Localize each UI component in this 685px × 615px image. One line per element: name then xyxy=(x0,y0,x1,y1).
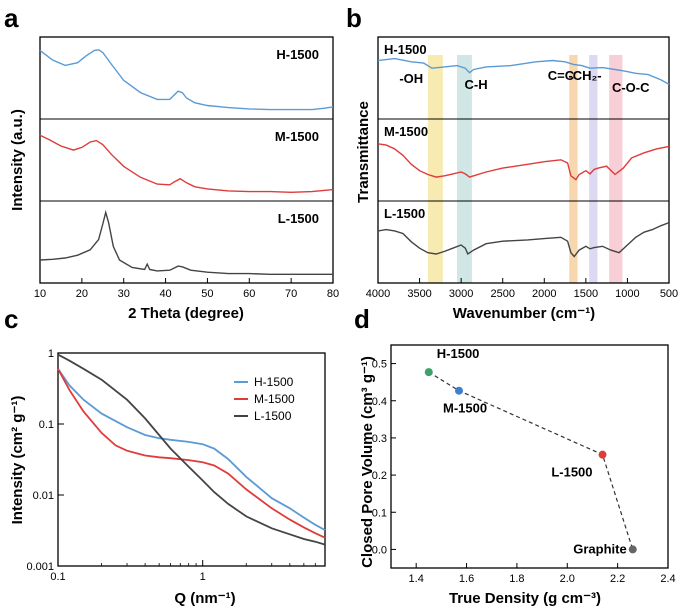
band-label: C-H xyxy=(465,77,488,92)
x-tick-label: 3500 xyxy=(407,288,431,300)
series-line-l-1500 xyxy=(57,353,326,546)
series-line-m-1500 xyxy=(377,143,670,181)
panel-c-frame xyxy=(57,352,326,567)
band-highlight xyxy=(569,55,578,283)
panel-d-density: Closed Pore Volume (cm³ g⁻¹) True Densit… xyxy=(359,344,676,607)
series-line-h-1500 xyxy=(377,57,670,85)
series-line-m-1500 xyxy=(39,134,334,194)
x-tick-label: 1 xyxy=(200,571,206,583)
series-line-h-1500 xyxy=(57,368,326,531)
y-tick-label: 0.1 xyxy=(372,507,387,519)
point-label-graphite: Graphite xyxy=(573,541,626,556)
x-tick-label: 2.4 xyxy=(660,573,675,585)
band-highlight xyxy=(456,55,472,283)
panel-b-ylabel: Transmittance xyxy=(355,101,372,203)
panel-label-b: b xyxy=(346,3,362,33)
panel-c-saxs: Intensity (cm² g⁻¹) Q (nm⁻¹) 0.1 10.0010.… xyxy=(9,348,326,607)
x-tick-label: 1.4 xyxy=(409,573,424,585)
x-tick-label: 40 xyxy=(159,288,171,300)
x-tick-label: 70 xyxy=(285,288,297,300)
x-tick-label: 60 xyxy=(243,288,255,300)
series-label-l-1500: L-1500 xyxy=(278,211,319,226)
y-tick-label: 0.1 xyxy=(39,419,54,431)
x-tick-label: 2.2 xyxy=(610,573,625,585)
data-point-graphite xyxy=(628,545,637,554)
x-tick-label: 20 xyxy=(76,288,88,300)
legend-entry: H-1500 xyxy=(254,375,294,389)
data-point-m-1500 xyxy=(454,386,463,395)
x-tick-label: 4000 xyxy=(366,288,390,300)
panel-a-xlabel: 2 Theta (degree) xyxy=(128,305,244,322)
legend-entry: M-1500 xyxy=(254,392,295,406)
y-tick-label: 0.0 xyxy=(372,544,387,556)
panel-d-xlabel: True Density (g cm⁻³) xyxy=(449,590,601,607)
panel-c-xlabel: Q (nm⁻¹) xyxy=(174,590,235,607)
panel-c-ylabel: Intensity (cm² g⁻¹) xyxy=(9,396,26,525)
band-label: -OH xyxy=(399,71,423,86)
y-tick-label: 0.2 xyxy=(372,470,387,482)
series-line-h-1500 xyxy=(39,49,334,111)
legend-entry: L-1500 xyxy=(254,409,292,423)
y-tick-label: 0.01 xyxy=(33,490,54,502)
data-point-h-1500 xyxy=(424,368,433,377)
point-label-m-1500: M-1500 xyxy=(443,401,487,416)
y-tick-label: 0.5 xyxy=(372,359,387,371)
connector-line xyxy=(428,371,634,550)
data-point-l-1500 xyxy=(598,450,607,459)
band-highlight xyxy=(427,55,443,283)
point-label-h-1500: H-1500 xyxy=(437,346,480,361)
x-tick-label: 1000 xyxy=(615,288,639,300)
series-line-l-1500 xyxy=(377,221,670,258)
y-tick-label: 0.3 xyxy=(372,433,387,445)
panel-d-ylabel: Closed Pore Volume (cm³ g⁻¹) xyxy=(359,356,376,568)
x-tick-label: 0.1 xyxy=(50,571,65,583)
panel-b-ftir: Transmittance Wavenumber (cm⁻¹) H-1500 M-… xyxy=(355,36,678,322)
panel-a-ylabel: Intensity (a.u.) xyxy=(9,109,26,211)
point-label-l-1500: L-1500 xyxy=(551,465,592,480)
x-tick-label: 50 xyxy=(201,288,213,300)
x-tick-label: 1.8 xyxy=(509,573,524,585)
x-tick-label: 30 xyxy=(118,288,130,300)
y-tick-label: 1 xyxy=(48,348,54,360)
band-highlight xyxy=(589,55,598,283)
panel-label-a: a xyxy=(4,3,19,33)
panel-label-d: d xyxy=(354,304,370,334)
series-line-l-1500 xyxy=(39,209,333,275)
series-label-h-1500: H-1500 xyxy=(276,47,319,62)
series-label-h-1500: H-1500 xyxy=(384,42,427,57)
x-tick-label: 3000 xyxy=(449,288,473,300)
panel-b-xlabel: Wavenumber (cm⁻¹) xyxy=(453,305,595,322)
x-tick-label: 500 xyxy=(660,288,678,300)
panel-d-frame xyxy=(390,344,669,569)
y-tick-label: 0.001 xyxy=(26,561,54,573)
series-label-m-1500: M-1500 xyxy=(275,129,319,144)
band-highlight xyxy=(609,55,623,283)
x-tick-label: 1500 xyxy=(574,288,598,300)
band-label: C=C xyxy=(548,68,575,83)
x-tick-label: 10 xyxy=(34,288,46,300)
series-label-m-1500: M-1500 xyxy=(384,124,428,139)
x-tick-label: 2500 xyxy=(490,288,514,300)
x-tick-label: 1.6 xyxy=(459,573,474,585)
panel-a-xrd: Intensity (a.u.) 2 Theta (degree) H-1500… xyxy=(9,36,339,322)
band-label: -CH₂- xyxy=(568,68,601,83)
panel-b-frame xyxy=(377,36,670,284)
series-line-m-1500 xyxy=(57,368,326,539)
x-tick-label: 2000 xyxy=(532,288,556,300)
band-label: C-O-C xyxy=(612,80,650,95)
y-tick-label: 0.4 xyxy=(372,396,387,408)
series-label-l-1500: L-1500 xyxy=(384,206,425,221)
panel-a-frame xyxy=(39,36,334,284)
x-tick-label: 2.0 xyxy=(560,573,575,585)
x-tick-label: 80 xyxy=(327,288,339,300)
panel-label-c: c xyxy=(4,304,18,334)
